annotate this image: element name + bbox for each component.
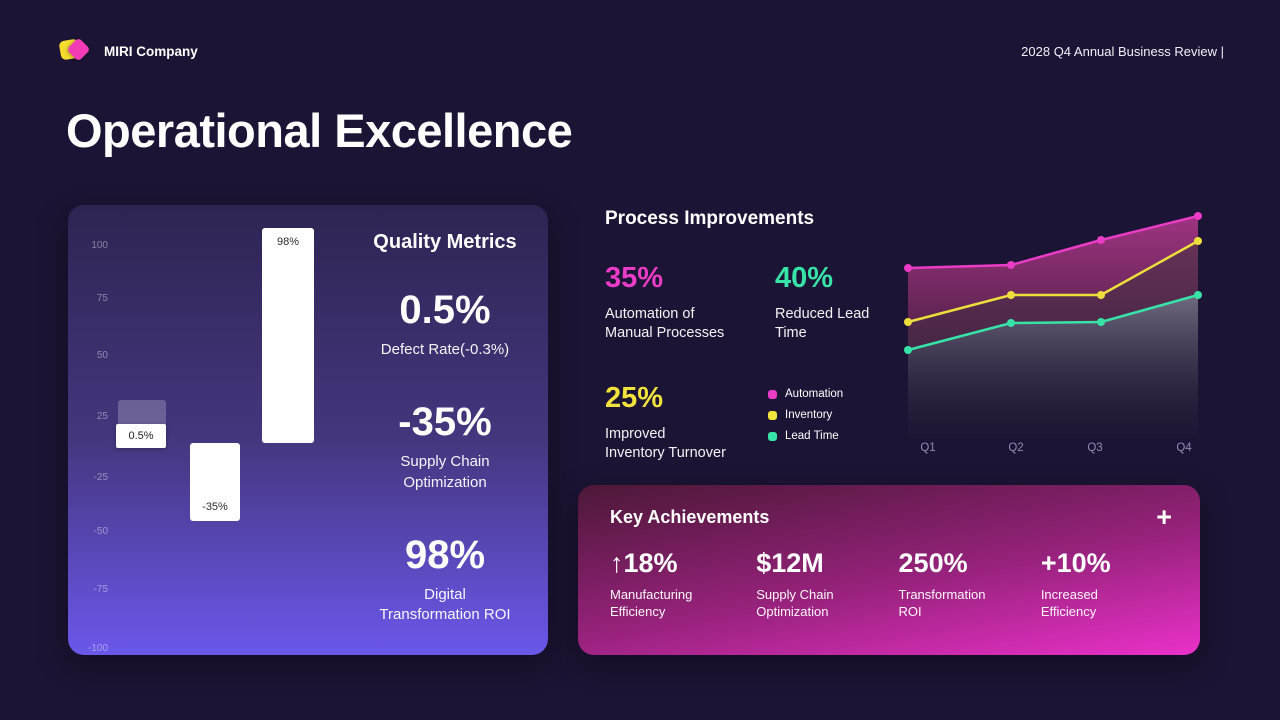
miri-logo <box>58 36 94 66</box>
metric-supply-chain-label: Supply Chain Optimization <box>400 453 490 491</box>
metric-defect-rate-value: 0.5% <box>399 288 491 332</box>
achievement-transformation-roi-label: Transformation ROI <box>898 587 986 619</box>
plus-icon[interactable]: + <box>1156 502 1172 532</box>
y-axis-tick: 100 <box>91 240 108 251</box>
stat-lead-time-label: Reduced Lead Time <box>775 306 870 342</box>
y-axis-tick: 25 <box>96 411 108 422</box>
process-area-chart: Q1 Q2 Q3 Q4 <box>903 210 1205 466</box>
bar-label-supply-chain: -35% <box>202 501 228 513</box>
stat-inventory-value: 25% <box>605 382 664 414</box>
x-axis-label-q1: Q1 <box>920 442 936 454</box>
quality-metrics-panel: Quality Metrics 0.5% Defect Rate(-0.3%) … <box>356 205 534 655</box>
review-title: 2028 Q4 Annual Business Review | <box>1021 44 1224 59</box>
metric-digital-roi-label: Digital Transformation ROI <box>379 585 511 623</box>
x-axis-label-q4: Q4 <box>1176 442 1192 454</box>
achievement-efficiency: +10% Increased Efficiency <box>1041 548 1200 621</box>
quality-bar-chart: 100 75 50 25 -25 -50 -75 -100 0.5% -35% … <box>68 205 368 655</box>
process-improvements-title: Process Improvements <box>605 208 815 229</box>
achievements-header: Key Achievements + <box>578 485 1200 532</box>
chart-legend: Automation Inventory Lead Time <box>768 388 843 451</box>
page-title: Operational Excellence <box>66 104 573 157</box>
y-axis-tick: -25 <box>93 472 108 483</box>
achievement-manufacturing-value: ↑18% <box>610 548 678 578</box>
legend-label-lead-time: Lead Time <box>785 430 839 442</box>
legend-item-inventory: Inventory <box>768 409 843 421</box>
x-axis-label-q3: Q3 <box>1087 442 1103 454</box>
achievement-transformation-roi: 250% Transformation ROI <box>899 548 1041 621</box>
legend-swatch-inventory <box>768 410 777 420</box>
legend-label-inventory: Inventory <box>785 409 833 421</box>
quality-metrics-title: Quality Metrics <box>373 231 517 253</box>
key-achievements-card: Key Achievements + ↑18% Manufacturing Ef… <box>578 485 1200 655</box>
achievement-supply-chain-label: Supply Chain Optimization <box>756 587 834 619</box>
stat-inventory-label: Improved Inventory Turnover <box>605 426 726 462</box>
x-axis-label-q2: Q2 <box>1008 442 1024 454</box>
achievement-supply-chain: $12M Supply Chain Optimization <box>756 548 898 621</box>
stat-inventory: 25% Improved Inventory Turnover <box>605 382 726 463</box>
y-axis-tick: -50 <box>93 526 108 537</box>
bar-supply-chain: -35% <box>190 443 240 521</box>
achievement-supply-chain-value: $12M <box>756 548 824 578</box>
stat-automation-value: 35% <box>605 262 664 294</box>
metric-digital-roi-value: 98% <box>404 532 486 577</box>
stat-automation: 35% Automation of Manual Processes <box>605 262 724 343</box>
legend-item-lead-time: Lead Time <box>768 430 843 442</box>
y-axis-tick: 50 <box>96 350 108 361</box>
legend-swatch-automation <box>768 389 777 399</box>
achievement-manufacturing-label: Manufacturing Efficiency <box>610 587 693 619</box>
metric-supply-chain-value: -35% <box>398 400 492 445</box>
legend-item-automation: Automation <box>768 388 843 400</box>
achievement-efficiency-label: Increased Efficiency <box>1040 587 1098 619</box>
achievements-items: ↑18% Manufacturing Efficiency $12M Suppl… <box>578 528 1200 621</box>
achievements-title: Key Achievements <box>610 507 770 527</box>
stat-lead-time: 40% Reduced Lead Time <box>775 262 869 343</box>
legend-label-automation: Automation <box>785 388 844 400</box>
achievement-efficiency-value: +10% <box>1040 548 1111 578</box>
bar-label-digital-roi: 98% <box>276 236 300 248</box>
achievement-transformation-roi-value: 250% <box>898 548 968 578</box>
y-axis-tick: 75 <box>96 293 108 304</box>
company-name: MIRI Company <box>104 44 198 59</box>
legend-swatch-lead-time <box>768 431 777 441</box>
stat-automation-label: Automation of Manual Processes <box>605 306 725 342</box>
quality-metrics-card: 100 75 50 25 -25 -50 -75 -100 0.5% -35% … <box>68 205 548 655</box>
bar-digital-roi: 98% <box>262 228 314 443</box>
metric-defect-rate-label: Defect Rate(-0.3%) <box>380 341 510 358</box>
y-axis-tick: -75 <box>93 584 108 595</box>
area-chart-svg <box>904 212 1202 438</box>
y-axis-tick: -100 <box>87 643 108 654</box>
achievement-manufacturing: ↑18% Manufacturing Efficiency <box>610 548 756 621</box>
bar-label-defect-rate: 0.5% <box>116 424 166 448</box>
stat-lead-time-value: 40% <box>775 262 834 294</box>
